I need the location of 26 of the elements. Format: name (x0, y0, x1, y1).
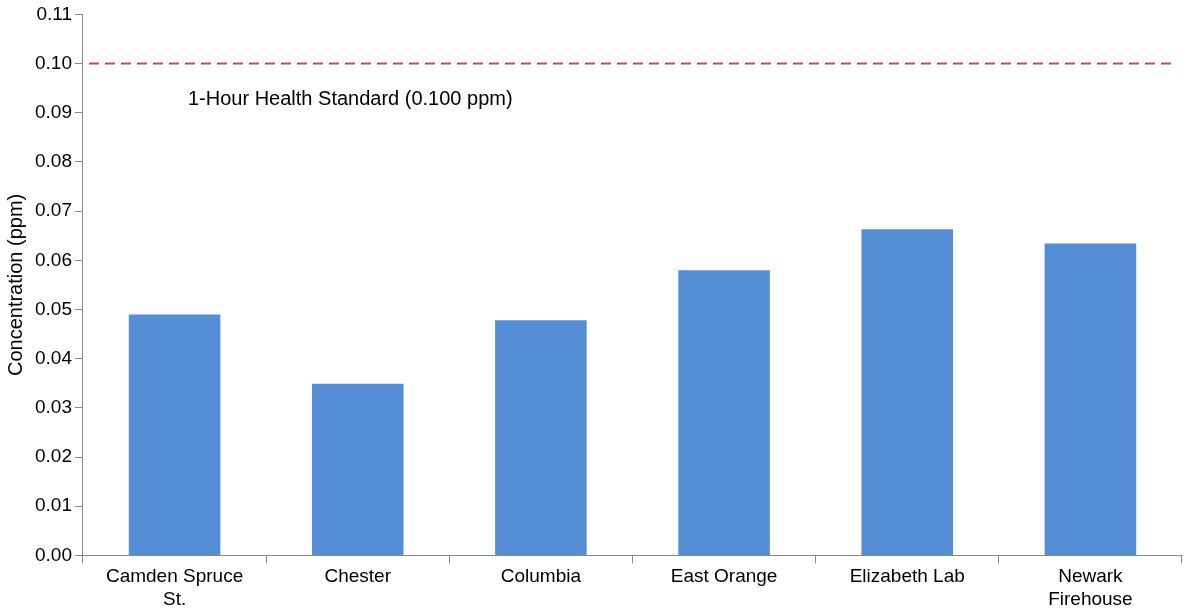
y-tick-label: 0.03 (35, 396, 72, 418)
y-tick-label: 0.01 (35, 494, 72, 516)
y-tick-label: 0.09 (35, 101, 72, 122)
x-tick-label: Columbia (500, 565, 582, 587)
ref-line-label: 1-Hour Health Standard (0.100 ppm) (187, 87, 513, 110)
y-axis-title: Concentration (ppm) (3, 193, 26, 377)
y-tick-label: 0.08 (35, 150, 72, 172)
y-tick-label: 0.11 (36, 2, 72, 24)
bar (311, 383, 404, 555)
x-tick-label: East Orange (670, 565, 778, 587)
bar (861, 229, 954, 555)
x-tick-label: Chester (324, 565, 392, 587)
y-tick-label: 0.00 (35, 543, 72, 565)
y-tick-label: 0.04 (35, 346, 73, 368)
y-tick-label: 0.10 (35, 51, 72, 73)
x-tick-label: Newark Firehouse (1048, 565, 1133, 609)
bar (128, 314, 221, 555)
x-tick-label: Elizabeth Lab (849, 565, 965, 587)
y-tick-label: 0.05 (35, 297, 72, 319)
y-tick-label: 0.07 (35, 199, 72, 221)
bar (495, 320, 587, 555)
y-tick-label: 0.06 (35, 248, 72, 270)
y-tick-label: 0.02 (35, 445, 72, 467)
bar (1044, 243, 1137, 555)
x-tick-label: Camden Spruce St. (105, 565, 244, 609)
bar (678, 270, 770, 555)
